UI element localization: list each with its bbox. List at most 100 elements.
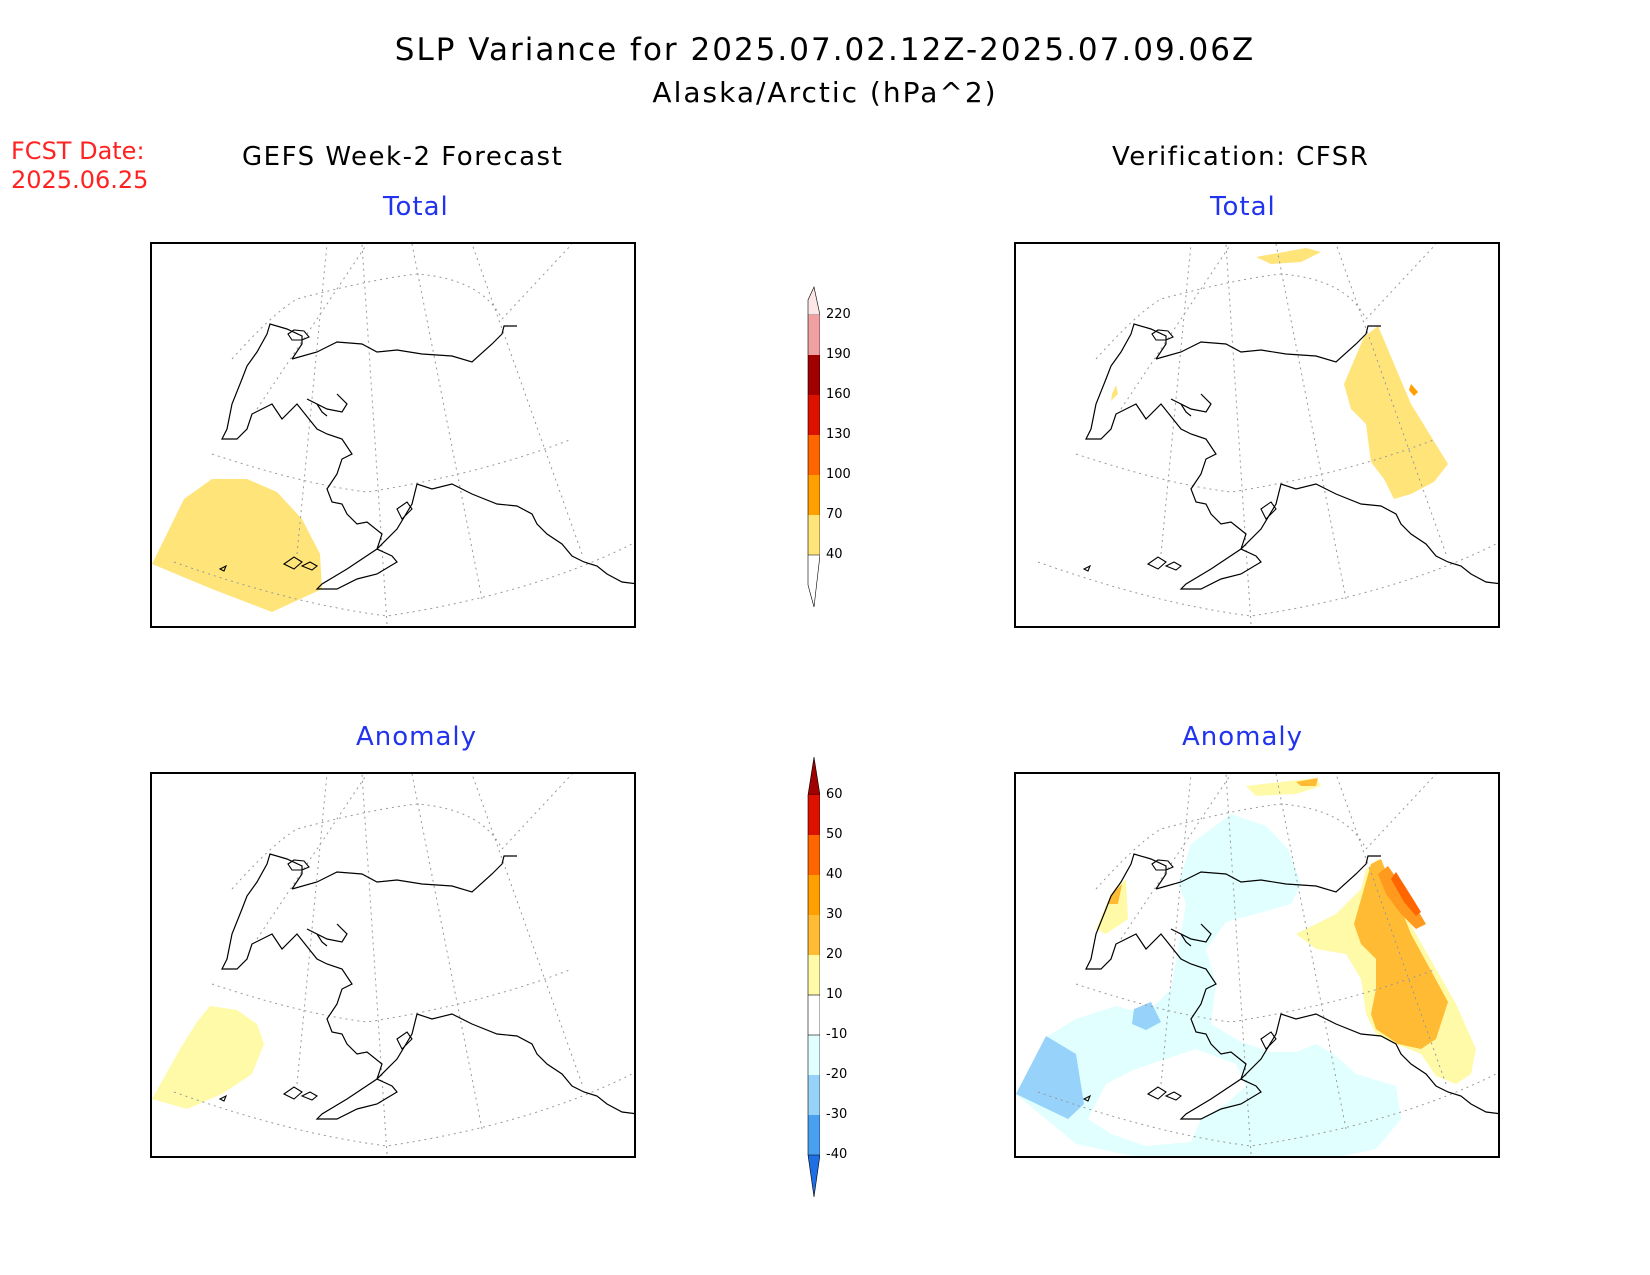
main-title: SLP Variance for 2025.07.02.12Z-2025.07.… bbox=[394, 32, 1256, 68]
anomaly-colorbar: 60 50 40 30 20 10 -10 -20 -30 -40 bbox=[800, 755, 847, 1209]
colorbar-label: 30 bbox=[826, 907, 843, 922]
colorbar-swatch-190 bbox=[808, 315, 820, 355]
colorbar-swatch-20 bbox=[808, 915, 820, 955]
verification-anomaly-title: Anomaly bbox=[1182, 722, 1304, 752]
forecast-anomaly-svg bbox=[152, 774, 634, 1155]
coastline bbox=[316, 403, 328, 417]
graticule-line bbox=[1275, 774, 1347, 1130]
graticule-line bbox=[173, 1073, 633, 1147]
graticule-line bbox=[231, 273, 503, 360]
graticule-line bbox=[471, 774, 583, 1085]
shade-variance-40-north bbox=[1256, 248, 1321, 264]
island-outline bbox=[1146, 1086, 1167, 1100]
coastline bbox=[221, 323, 634, 590]
colorbar-swatch-40 bbox=[808, 835, 820, 875]
verification-total-title: Total bbox=[1210, 192, 1276, 222]
graticule-line bbox=[256, 774, 368, 940]
island-outline bbox=[300, 1091, 318, 1101]
island-outline bbox=[282, 556, 303, 570]
colorbar-label: 10 bbox=[826, 987, 843, 1002]
graticule-line bbox=[1095, 803, 1367, 890]
verification-total-svg bbox=[1037, 244, 1498, 625]
coastline bbox=[1180, 933, 1192, 947]
colorbar-swatch-10 bbox=[808, 955, 820, 995]
graticule-line bbox=[1335, 774, 1447, 1085]
graticule-line bbox=[1275, 244, 1347, 600]
graticule-line bbox=[1365, 774, 1437, 850]
colorbar-swatch-100 bbox=[808, 435, 820, 475]
graticule-line bbox=[501, 244, 573, 320]
verification-total-map bbox=[1014, 242, 1500, 628]
graticule-line bbox=[231, 803, 503, 890]
graticule-line bbox=[211, 438, 573, 493]
coastline bbox=[1170, 923, 1212, 943]
graticule-line bbox=[296, 244, 328, 555]
coastline bbox=[1085, 853, 1498, 1120]
coastline bbox=[306, 393, 348, 413]
colorbar-swatch-160 bbox=[808, 355, 820, 395]
island-outline bbox=[1260, 1031, 1277, 1050]
forecast-column-title: GEFS Week-2 Forecast bbox=[242, 142, 564, 172]
forecast-anomaly-title: Anomaly bbox=[356, 722, 478, 752]
colorbar-label: -10 bbox=[826, 1027, 848, 1042]
island-outline bbox=[396, 1031, 413, 1050]
graticule-line bbox=[1335, 244, 1447, 555]
coastline bbox=[291, 855, 517, 893]
graticule-line bbox=[173, 543, 633, 617]
colorbar-label: 220 bbox=[826, 307, 851, 322]
colorbar-label: -20 bbox=[826, 1067, 848, 1082]
graticule-line bbox=[411, 774, 483, 1130]
colorbar-swatch-130 bbox=[808, 395, 820, 435]
colorbar-swatch-50 bbox=[808, 795, 820, 835]
island-outline bbox=[1260, 501, 1277, 520]
shade-anomaly-40-canada bbox=[1391, 872, 1421, 916]
colorbar-cap-bottom bbox=[807, 1154, 821, 1198]
graticule-line bbox=[1225, 244, 1252, 625]
colorbar-label: 160 bbox=[826, 387, 851, 402]
coastline bbox=[1180, 403, 1192, 417]
colorbar-label: -40 bbox=[826, 1147, 848, 1162]
graticule-line bbox=[411, 244, 483, 600]
verification-anomaly-svg bbox=[1016, 774, 1498, 1156]
coastline bbox=[221, 853, 634, 1120]
colorbar-label: -30 bbox=[826, 1107, 848, 1122]
shade-variance-40 bbox=[152, 479, 322, 612]
colorbar-swatch-40 bbox=[808, 515, 820, 555]
colorbar-label: 190 bbox=[826, 347, 851, 362]
forecast-total-map bbox=[150, 242, 636, 628]
colorbar-cap-top bbox=[807, 286, 821, 316]
colorbar-label: 50 bbox=[826, 827, 843, 842]
shade-anomaly-20-west bbox=[1108, 884, 1122, 904]
island-outline bbox=[218, 564, 228, 572]
colorbar-swatch-70 bbox=[808, 475, 820, 515]
colorbar-swatch-30 bbox=[808, 875, 820, 915]
graticule-line bbox=[1160, 244, 1192, 555]
coastline bbox=[1085, 323, 1498, 590]
graticule-line bbox=[1037, 543, 1497, 617]
shade-anomaly-neg20-sw bbox=[1016, 1036, 1084, 1119]
forecast-total-svg bbox=[152, 244, 634, 625]
total-colorbar-svg bbox=[807, 286, 821, 608]
verification-anomaly-map bbox=[1014, 772, 1500, 1158]
coastline bbox=[291, 325, 517, 363]
forecast-total-title: Total bbox=[383, 192, 449, 222]
coastline bbox=[1155, 325, 1381, 363]
graticule-line bbox=[1160, 774, 1192, 1085]
island-outline bbox=[1151, 329, 1174, 341]
anomaly-colorbar-svg bbox=[807, 756, 821, 1198]
colorbar-label: 70 bbox=[826, 507, 843, 522]
island-outline bbox=[1082, 564, 1092, 572]
colorbar-label: 40 bbox=[826, 547, 843, 562]
graticule-line bbox=[471, 244, 583, 555]
graticule-line bbox=[1095, 273, 1367, 360]
graticule-line bbox=[361, 244, 388, 625]
island-outline bbox=[218, 1094, 228, 1102]
colorbar-label: 40 bbox=[826, 867, 843, 882]
main-subtitle: Alaska/Arctic (hPa^2) bbox=[652, 76, 998, 109]
shade-anomaly-10 bbox=[152, 1006, 264, 1109]
shade-anomaly-0-center bbox=[1088, 1049, 1246, 1146]
coastline bbox=[1155, 855, 1381, 893]
shade-anomaly-20-north bbox=[1296, 778, 1318, 786]
island-outline bbox=[1082, 1094, 1092, 1102]
fcst-date-value: 2025.06.25 bbox=[11, 166, 149, 194]
